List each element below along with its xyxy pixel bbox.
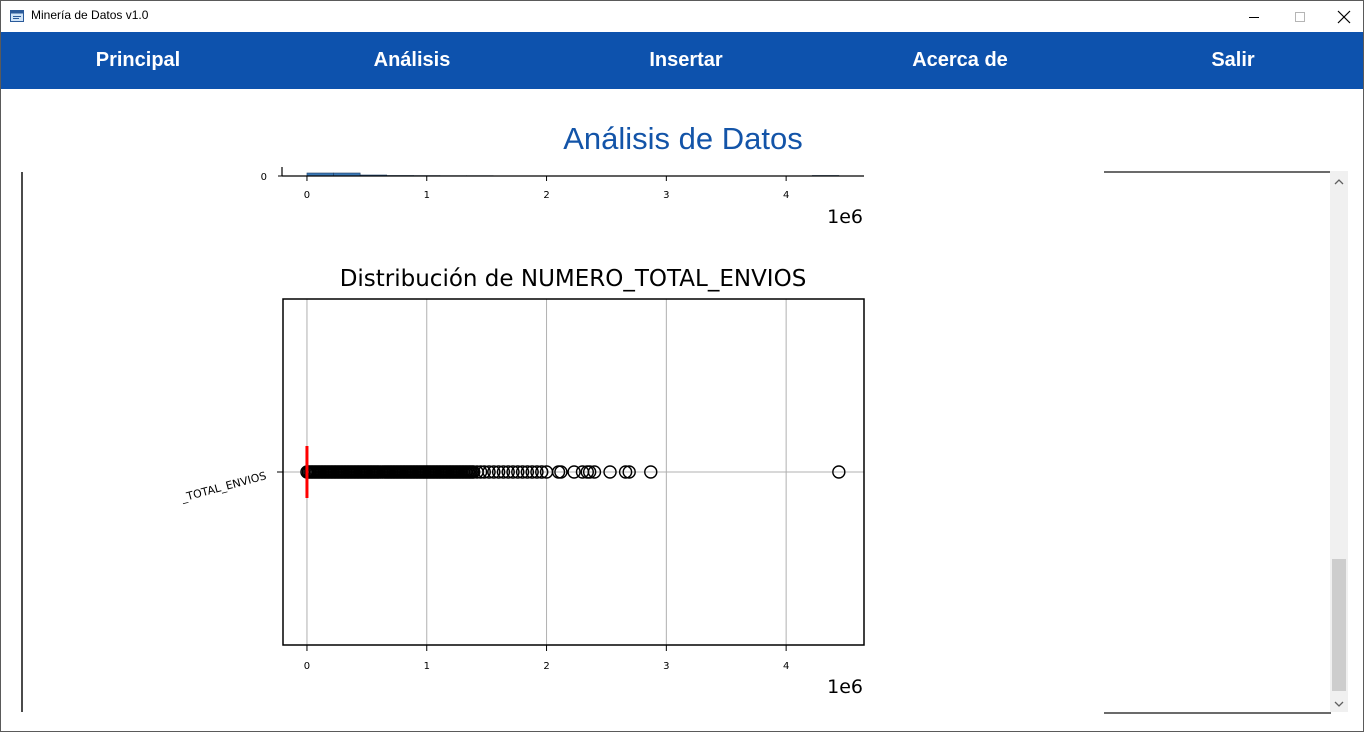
minimize-button[interactable]	[1231, 1, 1277, 32]
boxplot-outlier	[515, 465, 530, 479]
boxplot-outlier	[520, 465, 535, 479]
histogram-x-tick-label: 4	[783, 190, 789, 201]
close-button[interactable]	[1321, 1, 1364, 32]
histogram-offset-text: 1e6	[827, 206, 863, 228]
boxplot-x-ticks: 0 1 2 3 4	[304, 645, 789, 672]
boxplot-title: Distribución de NUMERO_TOTAL_ENVIOS	[340, 266, 807, 292]
vertical-scrollbar[interactable]	[1330, 171, 1348, 712]
boxplot-outlier	[473, 465, 488, 479]
page-title: Análisis de Datos	[563, 121, 803, 156]
boxplot-outlier	[618, 465, 633, 479]
charts-canvas: 0 0 1 2 3 4 1e6 Distribución de NUMERO_TOTAL…	[179, 167, 865, 698]
menu-principal[interactable]: Principal	[95, 49, 181, 71]
boxplot-x-tick-label: 4	[783, 661, 789, 672]
scroll-up-button[interactable]	[1330, 173, 1348, 190]
boxplot-outlier	[511, 465, 525, 479]
boxplot-outlier	[582, 465, 597, 479]
title-bar: Minería de Datos v1.0	[1, 1, 1363, 32]
boxplot-outlier	[554, 465, 568, 479]
boxplot-x-tick-label: 3	[663, 661, 669, 672]
scroll-down-icon	[1334, 701, 1344, 707]
boxplot-outlier	[603, 465, 617, 479]
histogram-chart: 0 0 1 2 3 4 1e6	[261, 167, 864, 228]
boxplot-outlier	[487, 465, 501, 479]
boxplot-outlier	[477, 465, 491, 479]
maximize-icon	[1295, 11, 1305, 22]
boxplot-chart: Distribución de NUMERO_TOTAL_ENVIOS _TOT…	[179, 266, 865, 698]
boxplot-outlier	[622, 465, 636, 479]
boxplot-offset-text: 1e6	[827, 676, 863, 698]
menu-salir[interactable]: Salir	[1211, 49, 1255, 71]
scroll-up-icon	[1334, 178, 1344, 184]
content-left-border	[21, 172, 23, 712]
histogram-x-tick-label: 2	[543, 190, 549, 201]
boxplot-outlier	[832, 465, 846, 479]
boxplot-x-tick-label: 2	[543, 661, 549, 672]
side-panel	[1104, 171, 1331, 714]
boxplot-outlier	[501, 465, 515, 479]
menu-acerca-de[interactable]: Acerca de	[912, 49, 1008, 71]
boxplot-x-tick-label: 1	[424, 661, 430, 672]
histogram-y-tick-label: 0	[261, 172, 267, 183]
window-title: Minería de Datos v1.0	[31, 8, 149, 22]
app-window-icon	[10, 10, 24, 22]
scroll-down-button[interactable]	[1330, 695, 1348, 712]
boxplot-outlier	[587, 465, 602, 479]
boxplot-outliers	[300, 465, 846, 479]
boxplot-category-label: _TOTAL_ENVIOS	[179, 469, 268, 504]
minimize-icon	[1249, 16, 1259, 18]
maximize-button[interactable]	[1277, 1, 1323, 32]
boxplot-x-tick-label: 0	[304, 661, 310, 672]
histogram-x-tick-label: 1	[424, 190, 430, 201]
boxplot-outlier	[482, 465, 496, 479]
boxplot-outlier	[525, 465, 539, 479]
boxplot-outlier	[644, 465, 658, 479]
histogram-x-ticks: 0 1 2 3 4	[304, 176, 789, 201]
boxplot-outlier	[506, 465, 520, 479]
scroll-thumb[interactable]	[1332, 559, 1346, 691]
boxplot-outlier	[467, 465, 481, 479]
menu-insertar[interactable]: Insertar	[649, 49, 723, 71]
boxplot-outlier	[491, 465, 506, 479]
boxplot-outlier	[535, 465, 549, 479]
boxplot-outlier	[530, 465, 544, 479]
boxplot-outlier	[496, 465, 511, 479]
boxplot-outlier	[567, 465, 581, 479]
histogram-x-tick-label: 3	[663, 190, 669, 201]
main-menu: Principal Análisis Insertar Acerca de Sa…	[1, 32, 1363, 89]
menu-analisis[interactable]: Análisis	[373, 49, 451, 71]
histogram-x-tick-label: 0	[304, 190, 310, 201]
close-icon	[1337, 10, 1351, 23]
